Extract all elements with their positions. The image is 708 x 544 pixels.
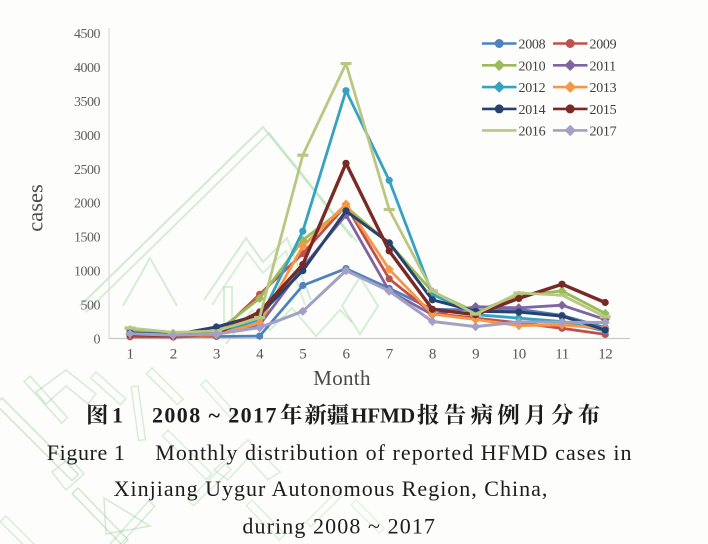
svg-text:3: 3 xyxy=(213,347,220,363)
svg-text:4: 4 xyxy=(256,347,264,363)
svg-text:2000: 2000 xyxy=(74,197,101,212)
svg-text:2015: 2015 xyxy=(590,103,617,118)
svg-text:0: 0 xyxy=(94,333,101,348)
svg-text:2013: 2013 xyxy=(590,81,617,96)
svg-text:4000: 4000 xyxy=(74,61,101,76)
svg-text:9: 9 xyxy=(472,347,479,363)
svg-text:2014: 2014 xyxy=(519,103,546,118)
svg-text:1: 1 xyxy=(112,403,123,428)
svg-text:8: 8 xyxy=(429,347,436,363)
svg-text:3000: 3000 xyxy=(74,129,101,144)
svg-text:2008 ~ 2017: 2008 ~ 2017 xyxy=(152,403,278,428)
svg-text:2: 2 xyxy=(170,347,177,363)
svg-text:1500: 1500 xyxy=(74,231,101,246)
svg-text:2012: 2012 xyxy=(519,81,546,96)
svg-text:Monthly distribution of report: Monthly distribution of reported HFMD ca… xyxy=(155,440,632,465)
svg-text:3500: 3500 xyxy=(74,95,101,110)
svg-text:2010: 2010 xyxy=(519,59,546,74)
svg-text:Xinjiang Uygur Autonomous Regi: Xinjiang Uygur Autonomous Region, China, xyxy=(114,476,549,501)
svg-text:10: 10 xyxy=(512,347,526,363)
svg-text:4500: 4500 xyxy=(74,27,101,42)
svg-text:6: 6 xyxy=(343,347,351,363)
svg-text:1: 1 xyxy=(127,347,134,363)
svg-text:HFMD: HFMD xyxy=(351,404,415,428)
svg-text:7: 7 xyxy=(386,347,394,363)
svg-text:12: 12 xyxy=(598,347,612,363)
svg-text:500: 500 xyxy=(81,299,101,314)
svg-text:2011: 2011 xyxy=(590,59,617,74)
svg-text:1000: 1000 xyxy=(74,265,101,280)
svg-text:Figure 1: Figure 1 xyxy=(47,440,126,465)
svg-text:during 2008 ~ 2017: during 2008 ~ 2017 xyxy=(242,514,436,539)
svg-text:2016: 2016 xyxy=(519,124,546,139)
svg-text:Month: Month xyxy=(313,366,371,390)
svg-text:2008: 2008 xyxy=(519,38,546,53)
svg-text:5: 5 xyxy=(299,347,306,363)
svg-text:2500: 2500 xyxy=(74,163,101,178)
svg-text:cases: cases xyxy=(23,184,48,231)
svg-text:2009: 2009 xyxy=(590,38,617,53)
svg-text:2017: 2017 xyxy=(590,124,617,139)
svg-text:11: 11 xyxy=(555,347,568,363)
